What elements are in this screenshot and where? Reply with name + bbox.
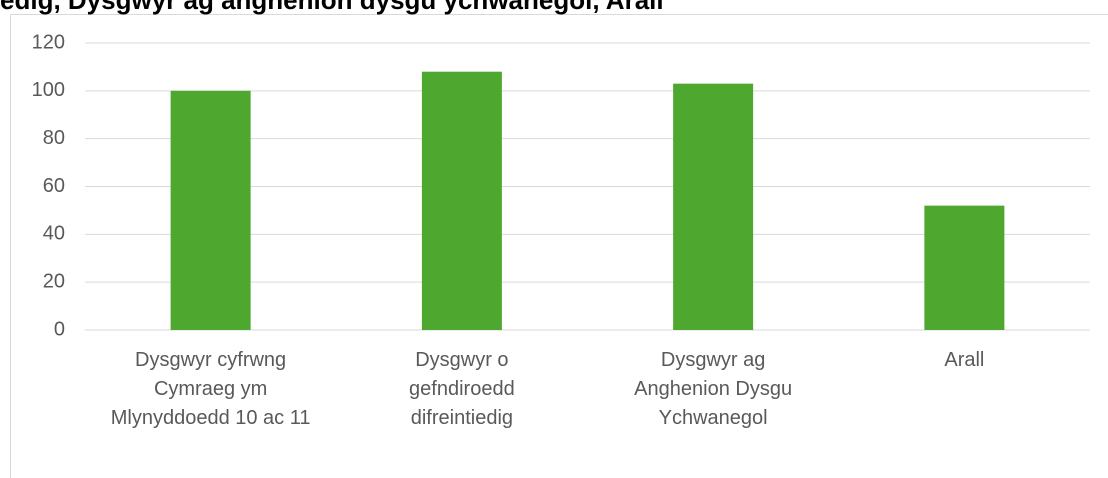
y-tick-label: 60 (43, 175, 65, 197)
y-tick-label: 0 (54, 318, 65, 340)
x-tick-label: Dysgwyr cyfrwng Cymraeg ym Mlynyddoedd 1… (110, 349, 311, 429)
bar (924, 205, 1005, 330)
y-tick-label: 20 (43, 270, 65, 292)
chart-title: edig, Dysgwyr ag anghenion dysgu ychwane… (0, 0, 664, 15)
x-tick-label: Dysgwyr ag Anghenion Dysgu Ychwanegol (634, 349, 793, 429)
y-tick-label: 80 (43, 127, 65, 149)
y-tick-label: 40 (43, 223, 65, 245)
bar (170, 90, 251, 330)
x-tick-label: Arall (944, 349, 985, 371)
x-tick-label: Dysgwyr o gefndiroedd difreintiedig (409, 349, 515, 429)
bar (421, 71, 502, 330)
y-tick-label: 120 (32, 31, 65, 53)
y-tick-label: 100 (32, 79, 65, 101)
bar (673, 83, 754, 331)
